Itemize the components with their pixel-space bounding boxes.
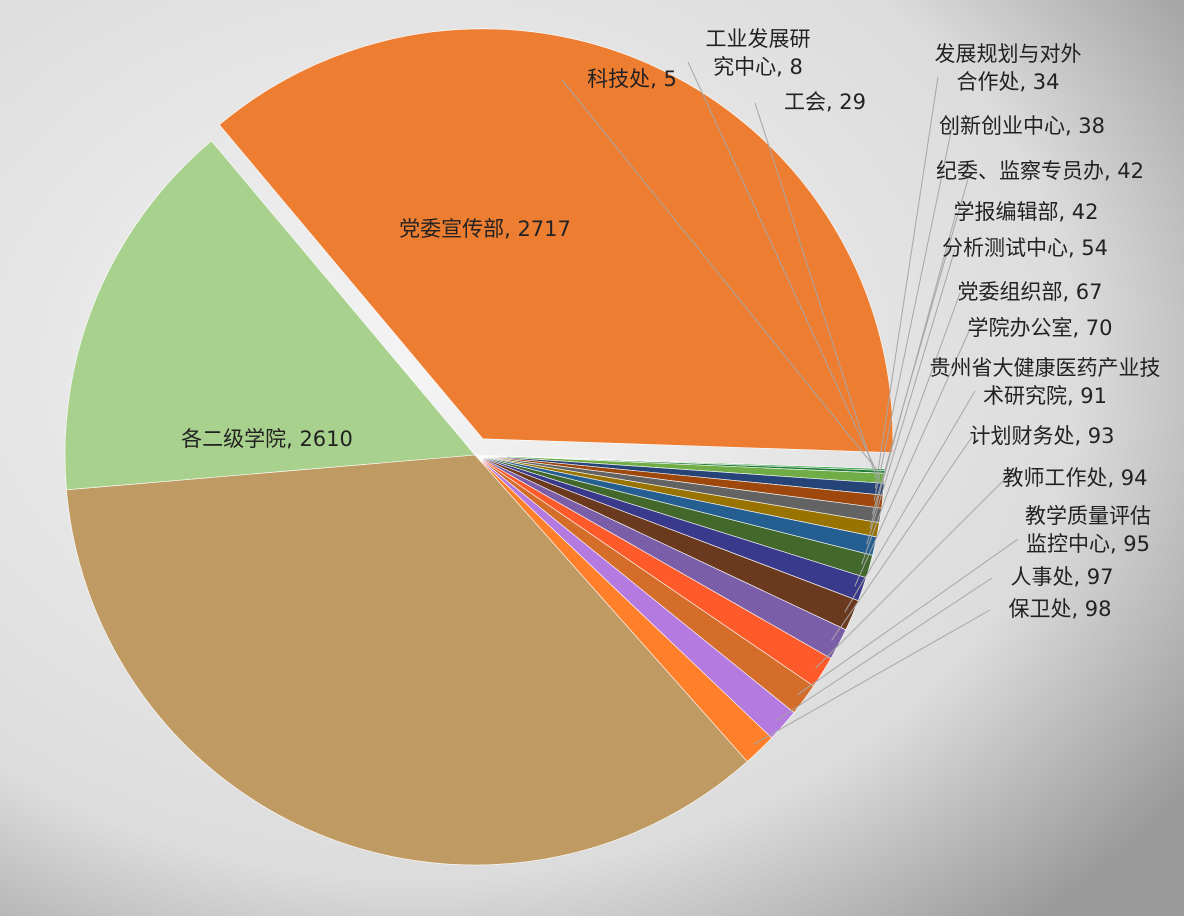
label-line: 发展规划与对外 — [935, 42, 1082, 66]
label-line: 监控中心, 95 — [1026, 532, 1150, 556]
data-label: 保卫处, 98 — [1008, 597, 1111, 621]
label-line: 工业发展研 — [706, 27, 811, 51]
data-label: 纪委、监察专员办, 42 — [936, 159, 1144, 183]
label-line: 贵州省大健康医药产业技 — [930, 356, 1161, 380]
data-label: 工会, 29 — [784, 90, 866, 114]
data-label: 科技处, 5 — [587, 67, 677, 91]
label-line: 术研究院, 91 — [983, 384, 1107, 408]
data-label: 学院办公室, 70 — [967, 316, 1112, 340]
chart: 党委宣传部, 2717 科技处, 5 工业发展研究中心, 8 工会, 29 发展规划与对… — [0, 0, 1184, 916]
data-label: 各二级学院, 2610 — [181, 427, 353, 451]
data-label: 教师工作处, 94 — [1002, 466, 1147, 490]
label-line: 教学质量评估 — [1025, 504, 1151, 528]
data-label: 党委组织部, 67 — [957, 280, 1102, 304]
label-line: 合作处, 34 — [956, 70, 1059, 94]
data-label: 学报编辑部, 42 — [953, 200, 1098, 224]
data-label: 创新创业中心, 38 — [939, 114, 1105, 138]
data-label: 计划财务处, 93 — [969, 424, 1114, 448]
data-label: 党委宣传部, 2717 — [399, 217, 571, 241]
data-label: 分析测试中心, 54 — [942, 236, 1108, 260]
label-line: 究中心, 8 — [713, 55, 803, 79]
data-label: 人事处, 97 — [1010, 565, 1113, 589]
